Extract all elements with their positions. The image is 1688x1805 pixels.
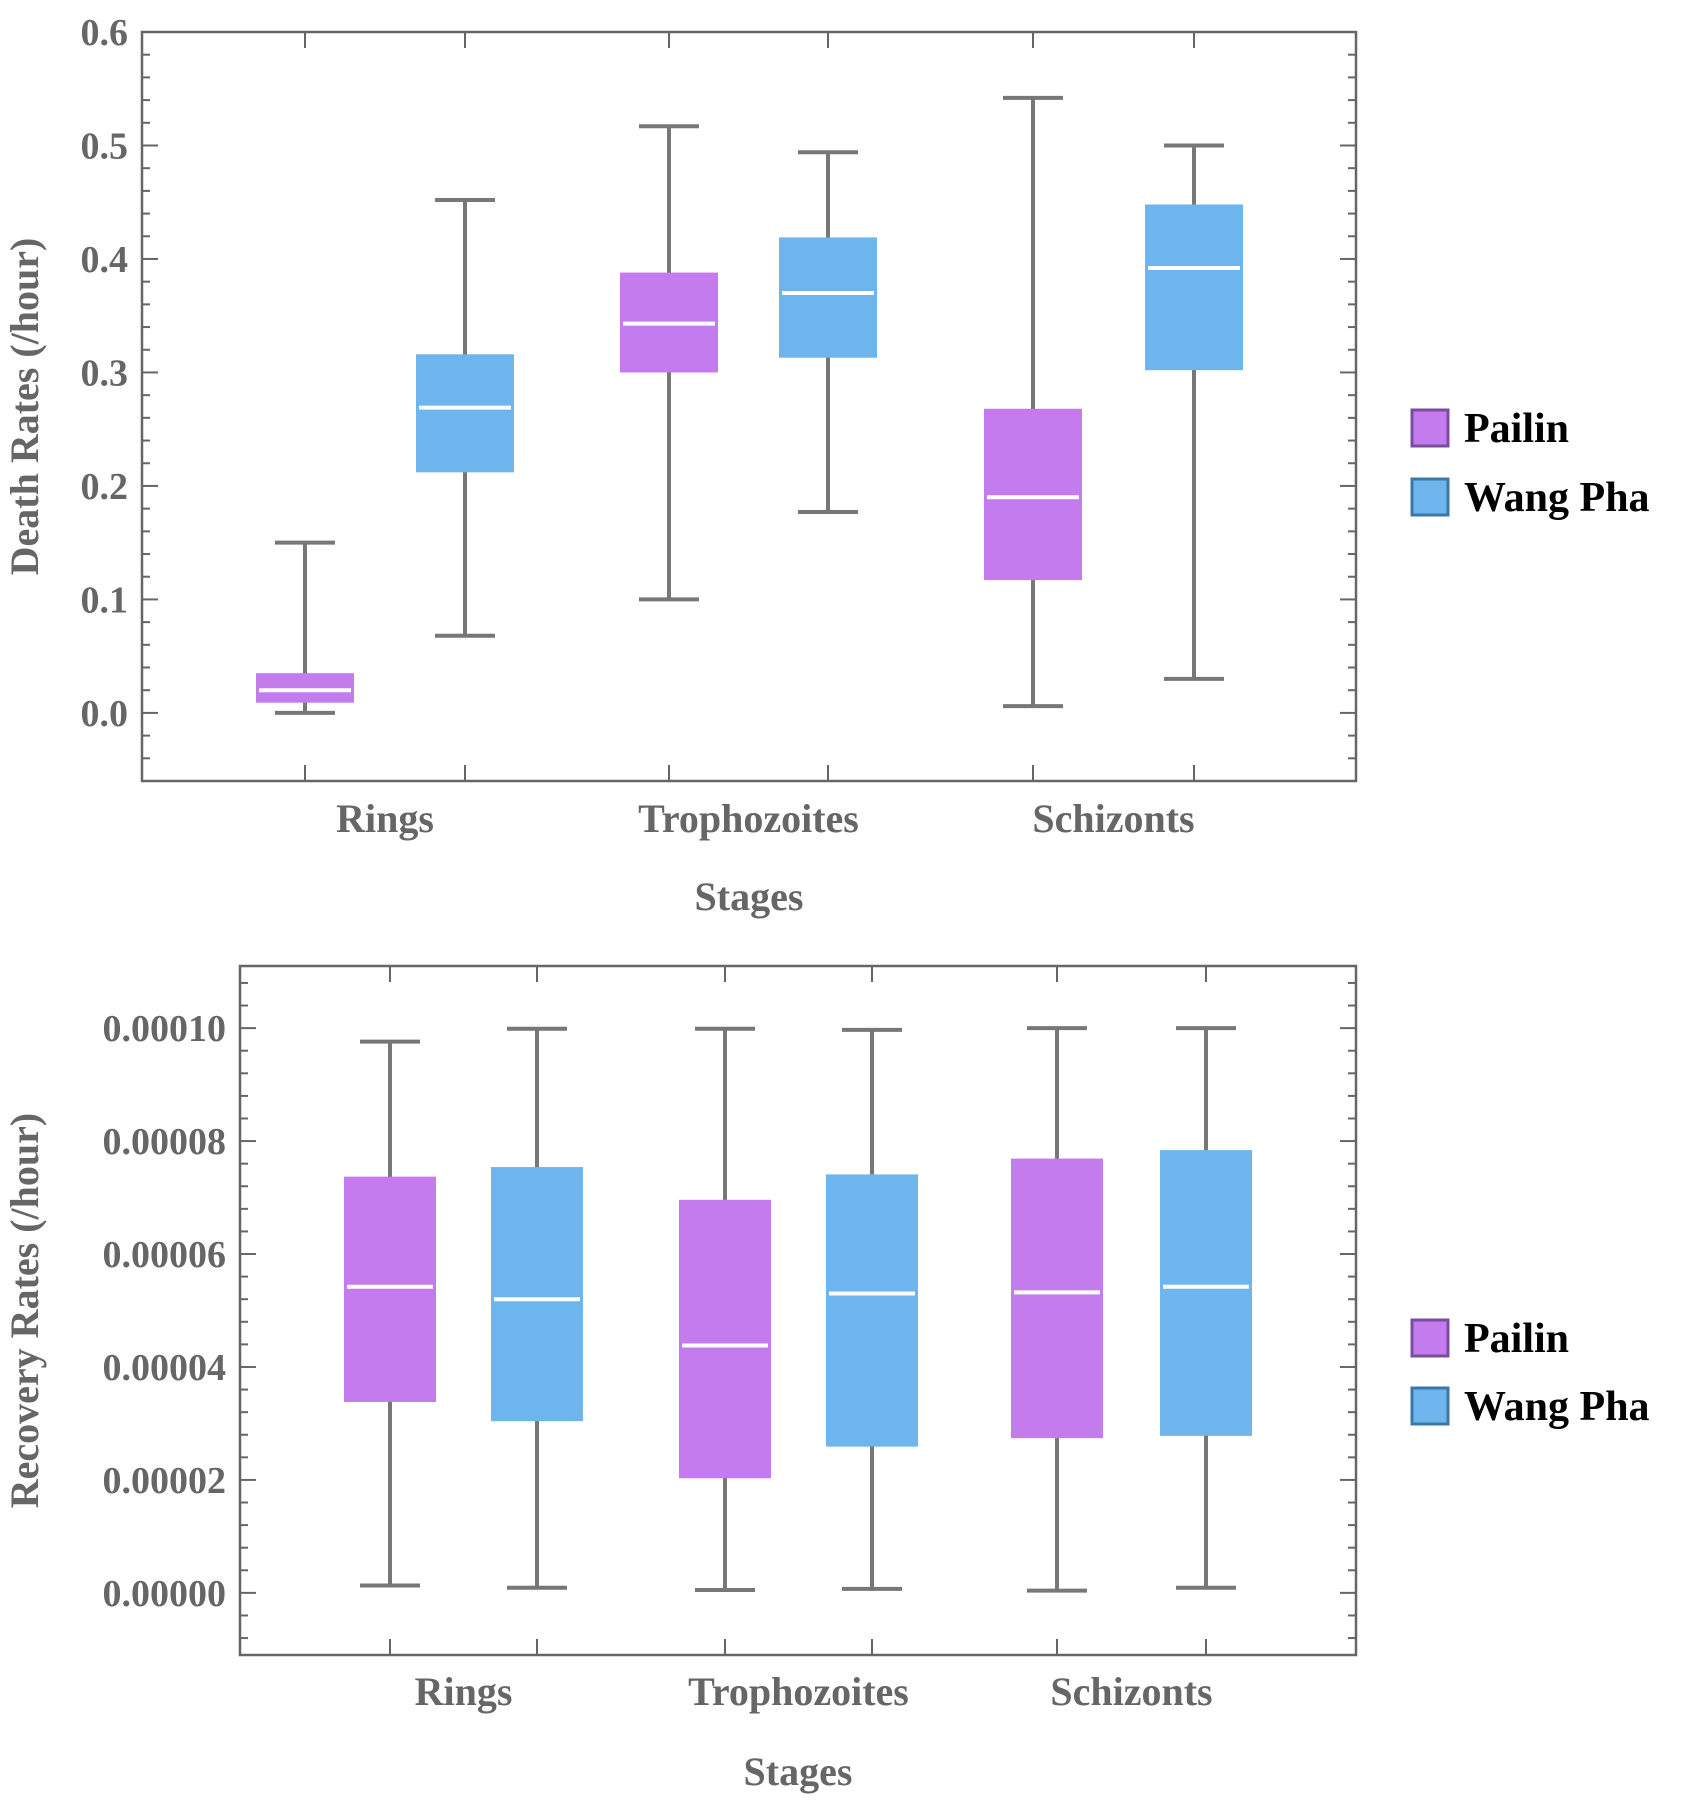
iqr-box [491, 1167, 583, 1422]
legend-swatch-pailin [1410, 1318, 1450, 1358]
panel-1: 0.0 0.1 0.2 0.3 0.4 0.5 0.6 Rings Trophozoites Sc… [2, 12, 1650, 919]
legend-swatch-wang-pha [1410, 477, 1450, 517]
box-wang-pha-1 [491, 1026, 583, 1590]
box-pailin-1 [256, 540, 354, 715]
legend-swatch-wang-pha [1410, 1386, 1450, 1426]
legend-swatch-pailin [1410, 408, 1450, 448]
x-axis-title: Stages [744, 1749, 853, 1794]
x-axis-title: Stages [695, 874, 804, 919]
iqr-box [826, 1174, 918, 1447]
y-tick-label: 0.00008 [103, 1121, 227, 1163]
iqr-box [344, 1176, 436, 1402]
y-tick-label: 0.00002 [103, 1460, 227, 1502]
legend-label-pailin: Pailin [1464, 406, 1569, 452]
y-tick-label: 0.00004 [103, 1347, 227, 1389]
iqr-box [416, 354, 514, 473]
box-pailin-2 [679, 1026, 771, 1593]
x-category-label: Schizonts [1050, 1669, 1212, 1714]
y-tick-label: 0.3 [81, 352, 129, 394]
legend: Pailin Wang Pha [1410, 1316, 1650, 1430]
iqr-box [1145, 204, 1243, 371]
box-wang-pha-3 [1160, 1026, 1252, 1590]
iqr-box [256, 673, 354, 703]
y-tick-label: 0.00000 [103, 1573, 227, 1615]
iqr-box [1160, 1150, 1252, 1436]
plot-frame [238, 964, 1358, 1657]
box-pailin-1 [344, 1039, 436, 1588]
y-tick-label: 0.00006 [103, 1234, 227, 1276]
box-pailin-3 [1011, 1026, 1103, 1593]
panel-2: 0.00000 0.00002 0.00004 0.00006 0.00008 0.000… [2, 964, 1650, 1794]
box-pailin-2 [620, 124, 718, 602]
iqr-box [679, 1199, 771, 1479]
y-tick-label: 0.2 [81, 466, 129, 508]
y-tick-label: 0.6 [81, 12, 129, 54]
x-category-label: Trophozoites [688, 1669, 909, 1714]
y-tick-label: 0.4 [81, 239, 129, 281]
iqr-box [1011, 1158, 1103, 1439]
box-wang-pha-2 [779, 150, 877, 515]
box-wang-pha-1 [416, 197, 514, 638]
x-category-label: Rings [415, 1669, 513, 1714]
legend: Pailin Wang Pha [1410, 406, 1650, 521]
box-wang-pha-2 [826, 1027, 918, 1591]
y-axis-title: Recovery Rates (/hour) [2, 1113, 47, 1508]
x-category-label: Trophozoites [638, 796, 859, 841]
y-tick-label: 0.0 [81, 693, 129, 735]
legend-label-wang-pha: Wang Pha [1464, 475, 1650, 521]
y-tick-label: 0.00010 [103, 1008, 227, 1050]
legend-label-wang-pha: Wang Pha [1464, 1384, 1650, 1430]
iqr-box [779, 237, 877, 358]
y-axis-title: Death Rates (/hour) [2, 238, 47, 576]
legend-label-pailin: Pailin [1464, 1316, 1569, 1362]
box-pailin-3 [984, 95, 1082, 709]
box-wang-pha-3 [1145, 143, 1243, 681]
x-category-label: Schizonts [1032, 796, 1194, 841]
x-category-label: Rings [336, 796, 434, 841]
plot-frame [140, 30, 1358, 783]
y-tick-label: 0.5 [81, 125, 129, 167]
iqr-box [984, 408, 1082, 581]
y-tick-label: 0.1 [81, 579, 129, 621]
